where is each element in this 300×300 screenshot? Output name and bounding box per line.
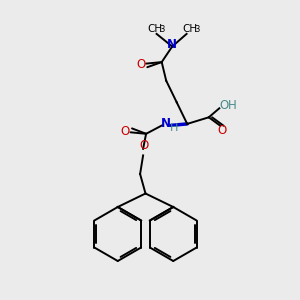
Text: O: O [140,139,148,152]
Text: H: H [170,123,178,134]
Text: H: H [228,99,237,112]
Text: O: O [136,58,145,71]
Text: 3: 3 [159,26,165,34]
Text: 3: 3 [194,26,200,34]
Text: O: O [121,124,130,138]
Text: O: O [219,99,228,112]
Text: N: N [167,38,177,51]
Text: N: N [160,117,171,130]
Text: CH: CH [182,23,197,34]
Text: O: O [217,124,226,137]
Text: CH: CH [148,23,163,34]
